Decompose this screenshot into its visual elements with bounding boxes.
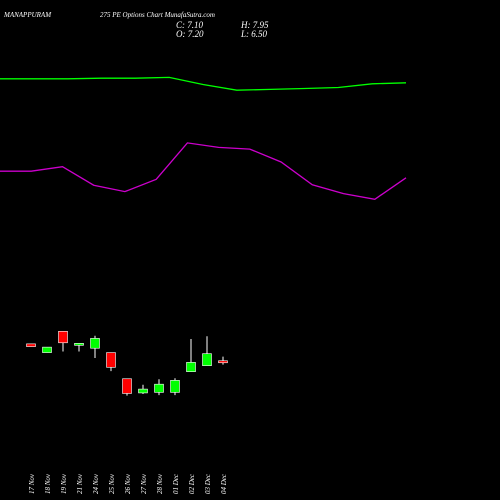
candle-body <box>90 338 100 349</box>
candle-body <box>42 346 52 353</box>
x-tick-label: 24 Nov <box>92 473 100 494</box>
indicator-lines <box>0 76 407 200</box>
x-tick-label: 28 Nov <box>156 473 164 494</box>
candles-group <box>26 331 228 396</box>
candle-body <box>122 378 132 394</box>
candle-10 <box>186 338 196 372</box>
x-tick-label: 04 Dec <box>220 473 228 494</box>
candle-5 <box>106 352 116 372</box>
green-indicator-line <box>0 76 407 91</box>
close-value: C: 7.10 <box>176 20 203 30</box>
candle-6 <box>122 378 132 396</box>
x-tick-label: 21 Nov <box>76 473 84 494</box>
chart-subtitle: 275 PE Options Chart MunafaSutra.com <box>100 11 215 19</box>
x-axis-labels: 17 Nov 18 Nov 19 Nov 21 Nov 24 Nov 25 Nov 26 N… <box>28 473 228 494</box>
candle-0 <box>26 343 36 347</box>
candle-1 <box>42 346 52 353</box>
candle-11 <box>202 336 212 366</box>
candle-3 <box>74 343 84 352</box>
symbol-label: MANAPPURAM <box>4 11 52 19</box>
candle-body <box>106 352 116 368</box>
x-tick-label: 19 Nov <box>60 473 68 494</box>
x-tick-label: 27 Nov <box>140 473 148 494</box>
candle-4 <box>90 335 100 359</box>
candle-body <box>170 380 180 393</box>
x-tick-label: 26 Nov <box>124 473 132 494</box>
candle-body <box>58 331 68 344</box>
x-tick-label: 25 Nov <box>108 473 116 494</box>
candle-body <box>202 353 212 366</box>
candle-8 <box>154 379 164 396</box>
candle-body <box>74 343 84 346</box>
candle-9 <box>170 378 180 396</box>
candle-12 <box>218 356 228 365</box>
high-value: H: 7.95 <box>241 20 269 30</box>
x-tick-label: 17 Nov <box>28 473 36 494</box>
candle-2 <box>58 331 68 352</box>
candle-7 <box>138 384 148 395</box>
x-tick-label: 18 Nov <box>44 473 52 494</box>
candle-body <box>138 388 148 394</box>
low-value: L: 6.50 <box>241 29 268 39</box>
candle-body <box>154 383 164 393</box>
candle-body <box>186 362 196 372</box>
chart-subtitle-text: 275 PE Options Chart <box>100 11 163 19</box>
candle-body <box>218 360 228 364</box>
x-tick-label: 01 Dec <box>172 473 180 494</box>
brand-label: MunafaSutra.com <box>164 11 215 19</box>
open-value: O: 7.20 <box>176 29 204 39</box>
x-tick-label: 02 Dec <box>188 473 196 494</box>
x-tick-label: 03 Dec <box>204 473 212 494</box>
candle-body <box>26 343 36 347</box>
magenta-indicator-line <box>0 142 407 200</box>
